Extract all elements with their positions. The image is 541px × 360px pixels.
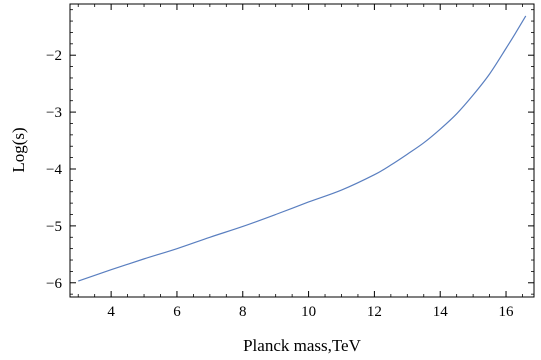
x-tick-label: 8: [239, 304, 247, 320]
y-tick-label: −2: [46, 48, 62, 64]
y-tick-label: −3: [46, 105, 62, 121]
x-axis-title: Planck mass,TeV: [243, 336, 362, 355]
x-tick-label: 4: [107, 304, 115, 320]
x-tick-label: 14: [433, 304, 449, 320]
y-tick-label: −4: [46, 162, 62, 178]
series-layer: [78, 15, 527, 282]
x-tick-label: 12: [367, 304, 382, 320]
x-tick-label: 10: [301, 304, 316, 320]
plot-frame: [69, 3, 535, 298]
x-tick-label: 6: [173, 304, 181, 320]
x-tick-label: 16: [499, 304, 515, 320]
plot-frame-border: [69, 3, 535, 298]
y-axis: −6 −5 −4 −3 −2: [46, 9, 534, 295]
y-axis-title: Log(s): [9, 127, 28, 172]
x-axis: 4 6 8 10 12 14 16: [77, 4, 523, 320]
y-tick-label: −5: [46, 219, 62, 235]
series-line-0: [78, 15, 527, 282]
y-tick-label: −6: [46, 276, 62, 292]
